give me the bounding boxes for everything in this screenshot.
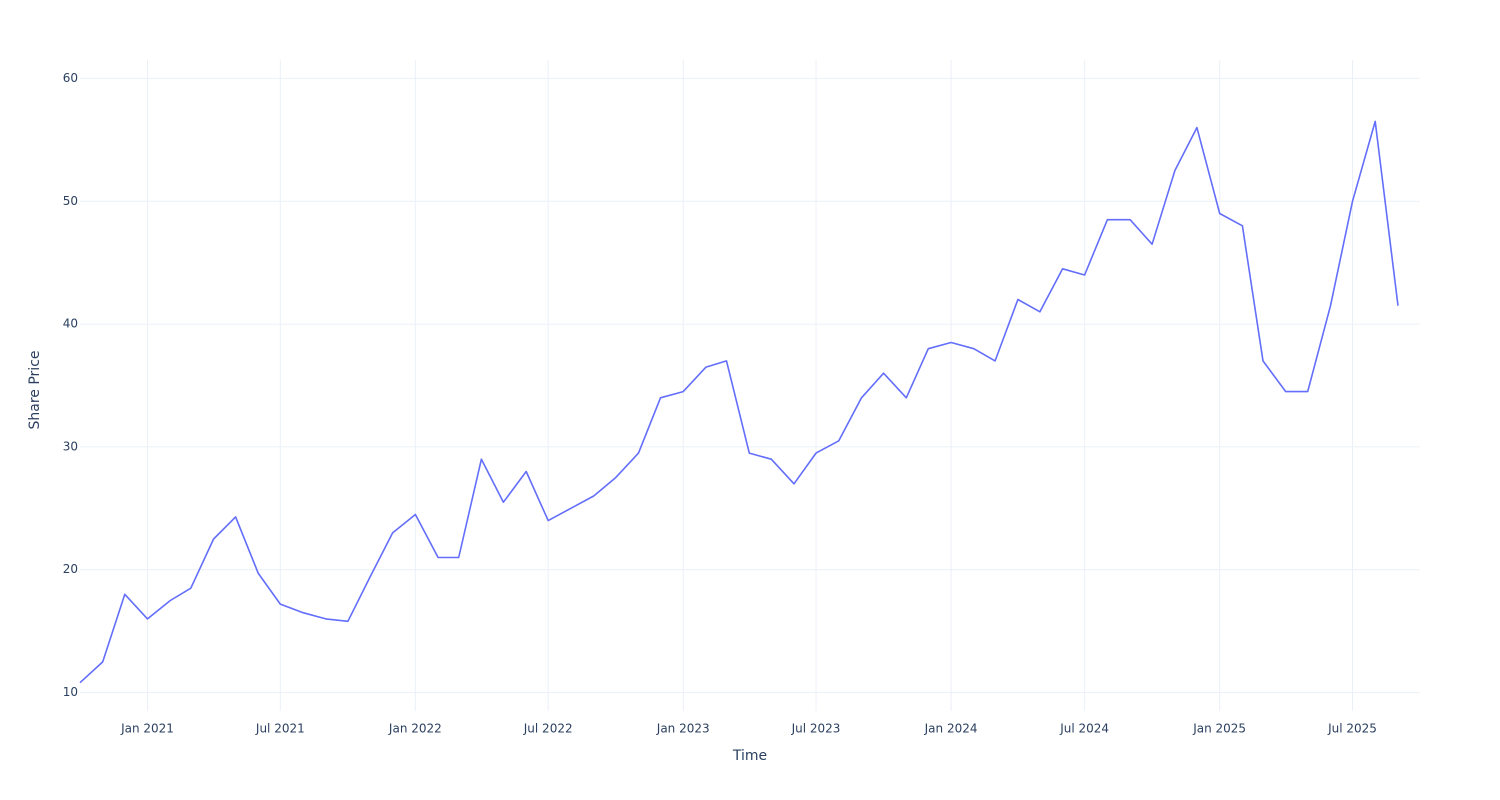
x-tick-label: Jul 2021 [255,722,305,736]
x-axis-title: Time [732,748,767,764]
x-tick-label: Jul 2023 [791,722,841,736]
y-tick-label: 10 [63,685,78,699]
y-tick-label: 30 [63,439,78,453]
y-tick-label: 40 [63,317,78,331]
x-tick-label: Jul 2025 [1327,722,1377,736]
x-tick-label: Jan 2024 [924,722,978,736]
x-tick-label: Jan 2025 [1192,722,1246,736]
x-tick-label: Jul 2022 [523,722,573,736]
y-tick-label: 20 [63,562,78,576]
y-axis-title: Share Price [27,350,43,429]
x-tick-label: Jan 2023 [656,722,710,736]
y-tick-label: 50 [63,194,78,208]
x-tick-label: Jul 2024 [1059,722,1109,736]
price-line [79,120,1399,684]
x-tick-label: Jan 2022 [388,722,442,736]
y-tick-label: 60 [63,71,78,85]
x-tick-label: Jan 2021 [120,722,174,736]
